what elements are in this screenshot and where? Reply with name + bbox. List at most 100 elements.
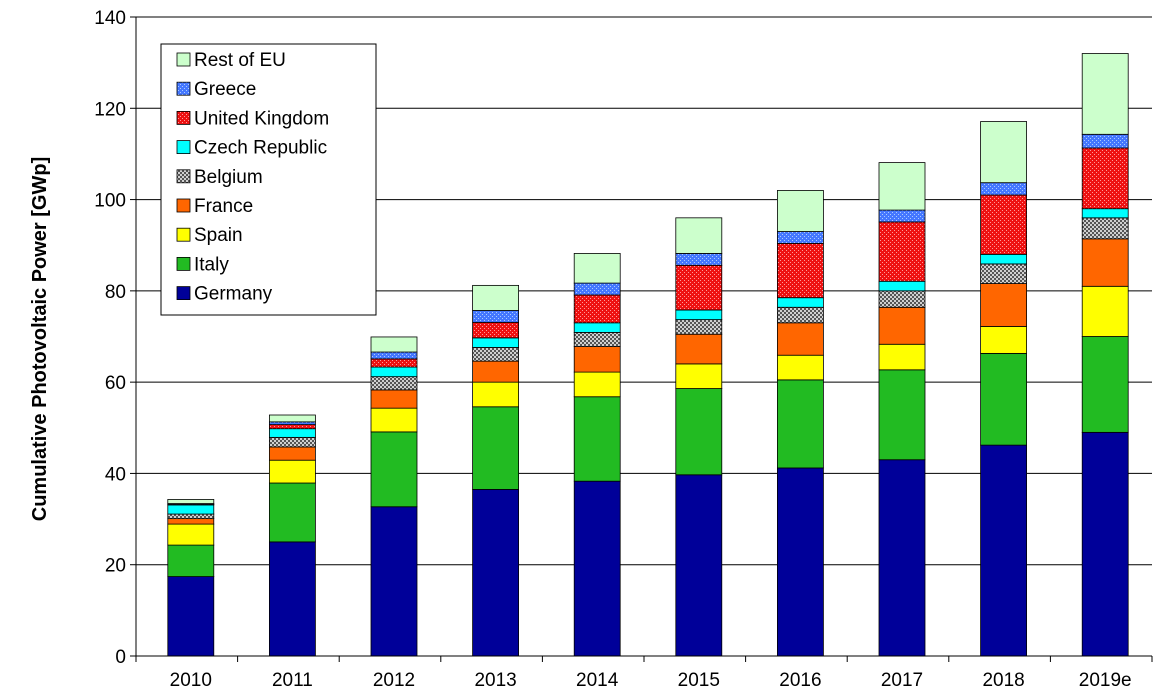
- bar-greece-2014: [573, 282, 621, 296]
- x-tick-label-2014: 2014: [576, 670, 619, 691]
- bar-united-kingdom-2011: [268, 424, 316, 430]
- legend-label-rest-of-eu: Rest of EU: [194, 50, 286, 71]
- bar-united-kingdom-2015: [675, 264, 723, 311]
- legend-swatch-rest-of-eu: [176, 52, 191, 67]
- bar-italy-2018: [980, 352, 1027, 446]
- bar-germany-2018: [980, 444, 1027, 657]
- bar-france-2016: [777, 322, 824, 356]
- legend-label-italy: Italy: [194, 254, 229, 275]
- bar-czech-republic-2013: [472, 337, 520, 348]
- bar-spain-2012: [370, 407, 418, 433]
- y-tick-label-140: 140: [94, 8, 126, 29]
- bar-france-2010: [167, 518, 215, 525]
- bar-greece-2019e: [1081, 133, 1129, 149]
- x-tick-label-2016: 2016: [779, 670, 821, 691]
- x-tick-label-2018: 2018: [982, 670, 1024, 691]
- bar-france-2014: [573, 346, 621, 373]
- y-tick-label-0: 0: [115, 647, 126, 668]
- bar-germany-2019e: [1081, 431, 1129, 657]
- legend-label-greece: Greece: [194, 79, 256, 100]
- bar-germany-2017: [878, 459, 926, 657]
- bar-france-2017: [878, 306, 926, 345]
- legend-items: Rest of EU Greece United Kingdom Czech Repu…: [176, 50, 329, 305]
- bar-united-kingdom-2017: [878, 221, 926, 282]
- bar-germany-2010: [167, 576, 215, 657]
- bar-italy-2017: [878, 369, 926, 461]
- legend-label-spain: Spain: [194, 225, 243, 246]
- x-tick-label-2015: 2015: [678, 670, 720, 691]
- bar-rest-of-eu-2018: [980, 121, 1027, 184]
- bar-greece-2013: [472, 310, 520, 323]
- bar-italy-2014: [573, 396, 621, 482]
- bar-czech-republic-2018: [980, 253, 1027, 265]
- bar-rest-of-eu-2013: [472, 284, 520, 311]
- bar-czech-republic-2010: [167, 504, 215, 515]
- bar-belgium-2012: [370, 376, 418, 391]
- bar-czech-republic-2015: [675, 309, 723, 321]
- legend-label-united-kingdom: United Kingdom: [194, 108, 329, 129]
- bar-germany-2014: [573, 480, 621, 657]
- legend-swatch-germany: [176, 286, 191, 301]
- bar-czech-republic-2014: [573, 322, 621, 333]
- bar-germany-2011: [268, 541, 316, 657]
- bar-rest-of-eu-2011: [268, 414, 316, 423]
- bar-czech-republic-2019e: [1081, 208, 1129, 219]
- tick-labels: 0 20 40 60 80 100 120 140 2010 2011 2012 2013 2014 20…: [94, 8, 1153, 691]
- y-tick-label-20: 20: [105, 556, 126, 577]
- bar-italy-2015: [675, 388, 723, 476]
- bar-czech-republic-2012: [370, 366, 418, 378]
- bar-belgium-2011: [268, 436, 316, 448]
- bar-united-kingdom-2019e: [1081, 147, 1129, 210]
- bar-greece-2012: [370, 351, 418, 360]
- legend-label-belgium: Belgium: [194, 167, 263, 188]
- bar-belgium-2015: [675, 319, 723, 335]
- bar-italy-2019e: [1081, 336, 1129, 433]
- bar-france-2013: [472, 360, 520, 383]
- bar-belgium-2013: [472, 347, 520, 362]
- bar-united-kingdom-2012: [370, 358, 418, 368]
- bar-italy-2011: [268, 482, 316, 543]
- bar-germany-2012: [370, 506, 418, 657]
- bar-greece-2011: [268, 421, 316, 425]
- legend-swatch-greece: [176, 81, 191, 96]
- bar-rest-of-eu-2015: [675, 217, 723, 254]
- legend-swatch-france: [176, 198, 191, 213]
- legend-swatch-italy: [176, 256, 191, 271]
- y-axis-title: Cumulative Photovoltaic Power [GWp]: [29, 157, 51, 521]
- bar-belgium-2014: [573, 331, 621, 347]
- bar-germany-2015: [675, 474, 723, 657]
- y-tick-label-40: 40: [105, 464, 126, 485]
- bar-spain-2016: [777, 354, 824, 381]
- bar-czech-republic-2017: [878, 280, 926, 292]
- bar-italy-2016: [777, 379, 824, 469]
- bar-greece-2017: [878, 209, 926, 223]
- y-tick-label-100: 100: [94, 191, 126, 212]
- bar-germany-2013: [472, 489, 520, 657]
- bar-italy-2012: [370, 431, 418, 508]
- bar-greece-2018: [980, 182, 1027, 196]
- bar-germany-2016: [777, 467, 824, 657]
- bar-france-2018: [980, 283, 1027, 327]
- y-tick-label-60: 60: [105, 373, 126, 394]
- legend-swatch-spain: [176, 227, 191, 242]
- bar-belgium-2016: [777, 306, 824, 324]
- bar-italy-2013: [472, 406, 520, 490]
- bar-spain-2019e: [1081, 285, 1129, 337]
- bar-belgium-2019e: [1081, 217, 1129, 240]
- bar-spain-2017: [878, 343, 926, 371]
- bar-france-2011: [268, 446, 316, 461]
- bar-france-2019e: [1081, 238, 1129, 287]
- legend-swatch-united-kingdom: [176, 111, 191, 125]
- bar-belgium-2010: [167, 513, 215, 520]
- bar-rest-of-eu-2017: [878, 162, 926, 211]
- legend-label-czech-republic: Czech Republic: [194, 138, 327, 159]
- bar-greece-2015: [675, 253, 723, 266]
- bar-greece-2016: [777, 231, 824, 244]
- x-tick-label-2017: 2017: [881, 670, 923, 691]
- bar-spain-2013: [472, 381, 520, 408]
- bar-france-2012: [370, 389, 418, 409]
- bar-czech-republic-2016: [777, 297, 824, 308]
- x-tick-label-2013: 2013: [474, 670, 516, 691]
- legend-swatch-czech-republic: [176, 140, 191, 155]
